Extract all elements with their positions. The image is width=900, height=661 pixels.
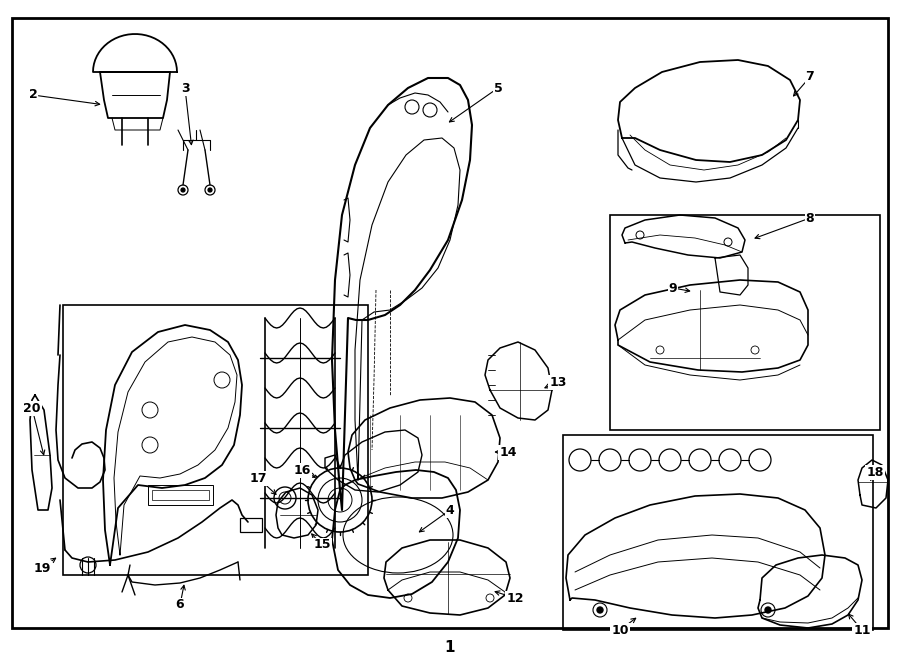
Text: 10: 10 (611, 623, 629, 637)
Text: 11: 11 (853, 623, 871, 637)
Circle shape (597, 607, 603, 613)
Text: 12: 12 (506, 592, 524, 605)
Text: 7: 7 (806, 71, 814, 83)
Bar (240, 518, 262, 532)
Text: 15: 15 (313, 539, 331, 551)
Text: 6: 6 (176, 598, 184, 611)
Bar (148, 485, 213, 505)
Bar (63, 305, 368, 575)
Text: 9: 9 (669, 282, 678, 295)
Circle shape (208, 188, 212, 192)
Text: 3: 3 (181, 81, 189, 95)
Text: 5: 5 (493, 81, 502, 95)
Text: 13: 13 (549, 375, 567, 389)
Text: 8: 8 (806, 212, 814, 225)
Text: 4: 4 (446, 504, 454, 516)
Circle shape (765, 607, 771, 613)
Text: 14: 14 (500, 446, 517, 459)
Bar (610, 215, 880, 430)
Text: 18: 18 (867, 465, 884, 479)
Circle shape (181, 188, 185, 192)
Text: 19: 19 (33, 561, 50, 574)
Text: 20: 20 (23, 401, 40, 414)
Text: 16: 16 (293, 463, 310, 477)
Bar (152, 490, 209, 500)
Text: 1: 1 (445, 641, 455, 656)
Text: 17: 17 (249, 471, 266, 485)
Bar (563, 435, 873, 630)
Text: 2: 2 (29, 89, 38, 102)
